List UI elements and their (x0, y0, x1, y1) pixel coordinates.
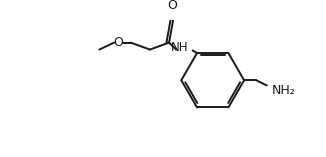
Text: NH: NH (171, 41, 188, 54)
Text: O: O (168, 0, 178, 12)
Text: O: O (113, 36, 124, 49)
Text: NH₂: NH₂ (272, 84, 296, 97)
